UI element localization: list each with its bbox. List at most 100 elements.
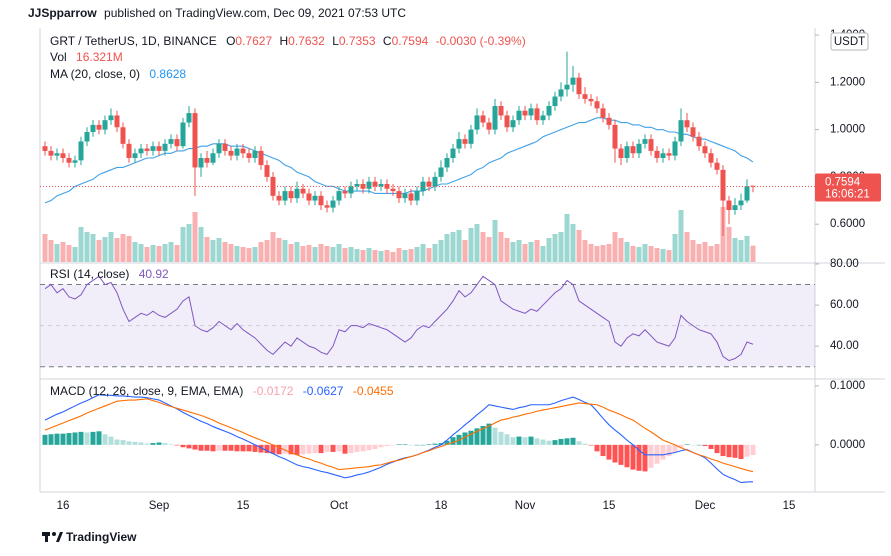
histogram-bar [114,439,120,445]
volume-bar [96,240,102,262]
candle-body [390,188,396,192]
histogram-bar [210,444,216,452]
candle-body [108,115,114,121]
histogram-bar [372,444,378,449]
histogram-bar [168,444,174,445]
y-tick-label: 0.1000 [830,380,865,392]
histogram-bar [726,444,732,458]
candle-body [678,120,684,142]
volume-bar [504,238,510,262]
candle-body [486,122,492,130]
volume-bar [480,232,486,262]
last-price-badge [815,173,881,202]
candle-body [594,101,600,109]
candle-body [264,165,270,177]
publisher: JJSpparrow [28,6,97,20]
candle-body [606,117,612,125]
candle-body [714,162,720,170]
candle-body [618,148,624,158]
brand-logo [42,532,63,542]
volume-bar [438,240,444,262]
volume-bar [48,240,54,262]
histogram-bar [156,442,162,445]
histogram-bar [282,444,288,454]
candle-body [42,146,48,151]
candle-body [492,106,498,130]
histogram-bar [636,444,642,471]
candle-body [504,115,510,128]
y-tick-label: 0.0000 [830,439,865,451]
candle-body [570,77,576,85]
histogram-bar [54,433,60,445]
volume-bar [90,234,96,262]
candle-body [132,153,138,158]
candle-body [462,139,468,144]
histogram-bar [330,444,336,452]
candle-body [528,108,534,116]
candle-body [90,124,96,132]
volume-bar [462,240,468,262]
volume-bar [528,242,534,262]
ma-name: MA (20, close, 0) [50,67,140,81]
candle-body [360,184,366,189]
candle-body [318,195,324,206]
x-tick-label: Oct [330,500,349,512]
y-tick-label: 60.00 [830,299,859,311]
candle-body [384,184,390,189]
volume-bar [414,247,420,262]
candle-body [288,191,294,199]
volume-bar [678,210,684,262]
volume-bar [192,212,198,262]
histogram-bar [108,436,114,445]
volume-bar [546,238,552,262]
volume-bar [540,246,546,262]
volume-bar [390,252,396,262]
volume-bar [210,240,216,262]
ohlc-label: H [279,34,288,48]
histogram-bar [492,427,498,445]
histogram-bar [564,438,570,445]
volume-bar [552,234,558,262]
volume-bar [750,245,756,262]
y-tick-label: 1.0000 [830,124,865,136]
histogram-bar [408,444,414,446]
volume-name: Vol [50,50,67,64]
x-tick-label: Sep [149,500,169,512]
volume-bar [582,240,588,262]
candle-body [354,184,360,187]
price-change: -0.0030 (-0.39%) [436,34,526,48]
histogram-bar [642,444,648,472]
ohlc-value: 0.7632 [288,34,325,48]
volume-bar [66,245,72,262]
candle-body [468,129,474,144]
volume-bar [702,242,708,262]
volume-bar [738,240,744,262]
x-tick-label: 18 [435,500,448,512]
histogram-bar [42,434,48,445]
volume-bar [576,230,582,262]
candle-body [126,143,132,158]
candle-body [342,191,348,194]
histogram-bar [606,444,612,460]
volume-bar [594,246,600,262]
volume-bar [666,250,672,262]
histogram-bar [138,442,144,445]
candle-body [540,115,546,121]
histogram-bar [546,440,552,445]
histogram-bar [744,444,750,457]
published: published on TradingView.com, Dec 09, 20… [104,6,406,20]
histogram-bar [162,443,168,445]
candle-body [366,181,372,189]
candle-body [738,200,744,206]
candle-body [150,146,156,151]
candle-body [546,106,552,116]
histogram-bar [414,444,420,446]
histogram-bar [486,423,492,445]
candle-body [654,150,660,158]
volume-bar [354,249,360,262]
candle-body [456,139,462,149]
histogram-bar [144,443,150,445]
histogram-bar [504,434,510,445]
histogram-bar [690,444,696,446]
